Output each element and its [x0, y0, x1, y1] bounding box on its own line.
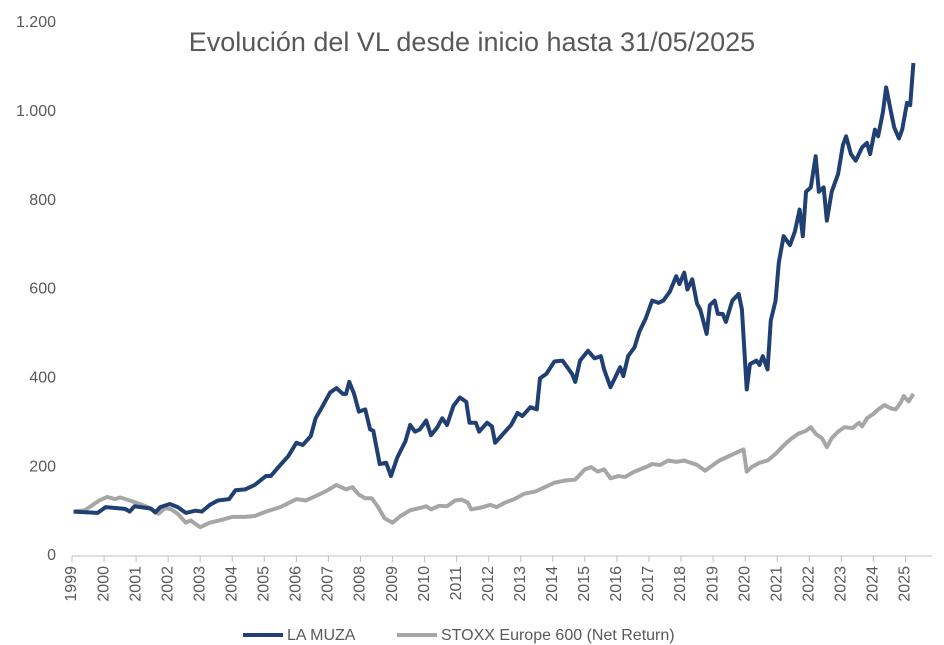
x-tick-label: 1999	[63, 566, 80, 602]
legend-label: LA MUZA	[287, 627, 356, 644]
y-tick-label: 1.000	[16, 103, 56, 120]
x-tick-label: 2024	[865, 566, 882, 602]
x-tick-label: 2019	[704, 566, 721, 602]
x-tick-label: 2013	[512, 566, 529, 602]
x-tick-label: 2011	[448, 566, 465, 601]
y-tick-label: 1.200	[16, 14, 56, 31]
x-tick-label: 2009	[384, 566, 401, 602]
series-line	[73, 62, 916, 515]
x-tick-label: 2014	[544, 566, 561, 602]
y-tick-label: 600	[29, 281, 56, 298]
x-tick-label: 2023	[833, 566, 850, 602]
y-tick-label: 200	[29, 458, 56, 475]
x-tick-label: 2016	[608, 566, 625, 602]
x-tick-label: 2001	[127, 566, 144, 602]
x-tick-label: 2006	[288, 566, 305, 602]
x-tick-label: 2000	[95, 566, 112, 602]
x-tick-label: 2010	[416, 566, 433, 602]
y-tick-label: 800	[29, 192, 56, 209]
legend-label: STOXX Europe 600 (Net Return)	[441, 627, 675, 644]
x-tick-label: 2021	[768, 566, 785, 602]
x-tick-label: 2005	[256, 566, 273, 602]
x-tick-label: 2018	[672, 566, 689, 602]
x-tick-label: 2012	[480, 566, 497, 602]
x-tick-label: 2002	[159, 566, 176, 602]
x-tick-label: 2017	[640, 566, 657, 602]
x-tick-label: 2020	[736, 566, 753, 602]
x-tick-label: 2004	[223, 566, 240, 602]
y-tick-label: 400	[29, 370, 56, 387]
series-line	[73, 392, 916, 530]
x-tick-label: 2003	[191, 566, 208, 602]
x-tick-label: 2022	[800, 566, 817, 602]
x-tick-label: 2025	[897, 566, 914, 602]
x-tick-label: 2008	[352, 566, 369, 602]
y-tick-label: 0	[47, 547, 56, 564]
chart-title: Evolución del VL desde inicio hasta 31/0…	[189, 27, 755, 57]
x-tick-label: 2007	[320, 566, 337, 602]
x-tick-label: 2015	[576, 566, 593, 602]
